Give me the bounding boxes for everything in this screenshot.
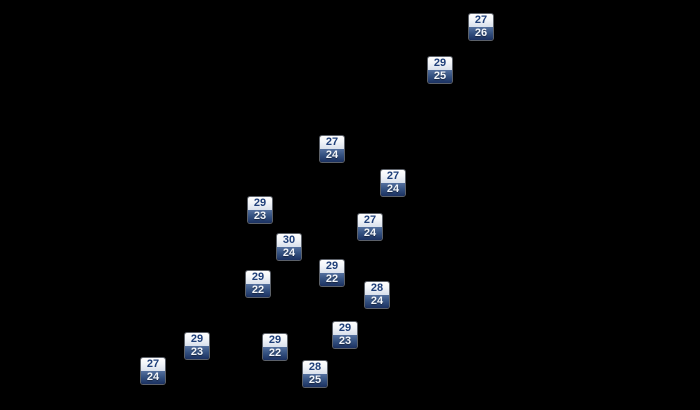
low-temperature: 23 bbox=[185, 346, 209, 359]
temperature-badge[interactable]: 27 24 bbox=[358, 214, 382, 240]
high-temperature: 27 bbox=[381, 170, 405, 183]
temperature-badge[interactable]: 27 24 bbox=[141, 358, 165, 384]
high-temperature: 28 bbox=[365, 282, 389, 295]
temperature-badge[interactable]: 29 22 bbox=[246, 271, 270, 297]
high-temperature: 29 bbox=[185, 333, 209, 346]
temperature-badge[interactable]: 29 23 bbox=[248, 197, 272, 223]
temperature-badge[interactable]: 29 23 bbox=[333, 322, 357, 348]
low-temperature: 22 bbox=[246, 284, 270, 297]
low-temperature: 24 bbox=[141, 371, 165, 384]
high-temperature: 27 bbox=[469, 14, 493, 27]
temperature-badge[interactable]: 29 22 bbox=[320, 260, 344, 286]
temperature-badge[interactable]: 27 26 bbox=[469, 14, 493, 40]
temperature-badge[interactable]: 29 23 bbox=[185, 333, 209, 359]
high-temperature: 30 bbox=[277, 234, 301, 247]
low-temperature: 24 bbox=[365, 295, 389, 308]
low-temperature: 26 bbox=[469, 27, 493, 40]
high-temperature: 29 bbox=[428, 57, 452, 70]
temperature-badge[interactable]: 27 24 bbox=[381, 170, 405, 196]
high-temperature: 27 bbox=[358, 214, 382, 227]
low-temperature: 23 bbox=[333, 335, 357, 348]
low-temperature: 23 bbox=[248, 210, 272, 223]
high-temperature: 29 bbox=[263, 334, 287, 347]
low-temperature: 25 bbox=[428, 70, 452, 83]
high-temperature: 27 bbox=[320, 136, 344, 149]
low-temperature: 24 bbox=[277, 247, 301, 260]
high-temperature: 29 bbox=[333, 322, 357, 335]
low-temperature: 22 bbox=[263, 347, 287, 360]
temperature-badge[interactable]: 29 22 bbox=[263, 334, 287, 360]
low-temperature: 25 bbox=[303, 374, 327, 387]
low-temperature: 22 bbox=[320, 273, 344, 286]
high-temperature: 29 bbox=[248, 197, 272, 210]
high-temperature: 28 bbox=[303, 361, 327, 374]
high-temperature: 29 bbox=[246, 271, 270, 284]
temperature-badge[interactable]: 27 24 bbox=[320, 136, 344, 162]
low-temperature: 24 bbox=[358, 227, 382, 240]
temperature-badge[interactable]: 28 25 bbox=[303, 361, 327, 387]
temperature-badge[interactable]: 29 25 bbox=[428, 57, 452, 83]
low-temperature: 24 bbox=[381, 183, 405, 196]
temperature-badge[interactable]: 30 24 bbox=[277, 234, 301, 260]
temperature-badge[interactable]: 28 24 bbox=[365, 282, 389, 308]
high-temperature: 29 bbox=[320, 260, 344, 273]
high-temperature: 27 bbox=[141, 358, 165, 371]
low-temperature: 24 bbox=[320, 149, 344, 162]
